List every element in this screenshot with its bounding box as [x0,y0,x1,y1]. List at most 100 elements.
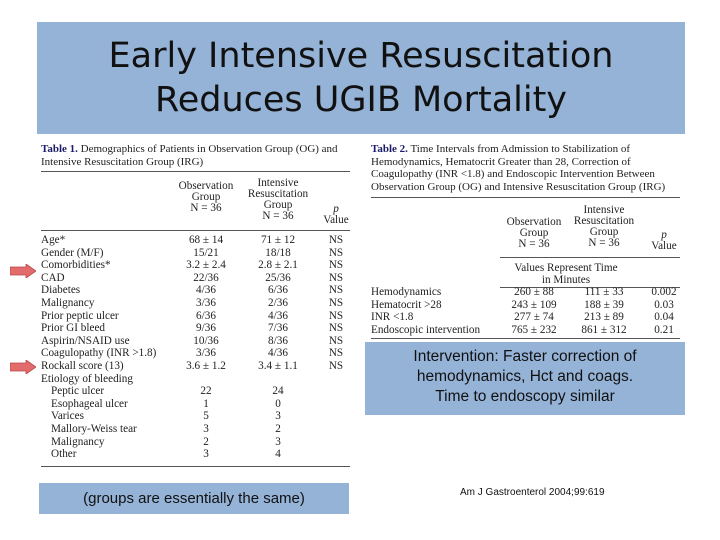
table1-row-og: 4/36 [196,284,216,297]
table1-row-irg: 71 ± 12 [260,234,296,246]
table1-rule-bottom [41,466,350,467]
table1-row-irg: 4 [275,448,281,461]
intervention-line-3: Time to endoscopy similar [435,388,615,405]
table1-caption-text: Demographics of Patients in Observation … [41,143,338,168]
table1-rule-header [41,230,350,231]
table1-row-label: Peptic ulcer [51,385,105,398]
table2-row-label: INR <1.8 [371,311,414,324]
table2-row-og: 260 ± 88 [514,286,554,298]
table1-row-p: NS [328,259,344,272]
table1-irg-h3: Group [263,199,293,211]
table2-p-h2: Value [651,240,677,252]
table1-irg-h2: Resuscitation [247,188,309,200]
table1-row-p: NS [328,271,344,284]
table1-row-og: 3.2 ± 2.4 [186,259,226,272]
table2-rule-header [500,257,680,258]
table1-row-irg: 18/18 [265,246,291,259]
table2-row-p: 0.21 [654,323,674,336]
table1-row-label: Esophageal ulcer [51,397,128,410]
table1-og-h2: Group [191,191,221,203]
table2-row-p: 0.03 [654,298,674,311]
table1-row-irg: 3 [275,410,281,423]
table2-row-og: 765 ± 232 [511,323,557,336]
slide-title-line-1: Early Intensive Resuscitation [108,36,614,76]
table1-row-label: Age* [41,234,66,246]
table2-irg-h1: Intensive [583,204,625,216]
table2-og-h3: N = 36 [518,238,550,250]
table1-row-label: Aspirin/NSAID use [41,334,130,347]
intervention-note: Intervention: Faster correction of hemod… [365,342,685,415]
table1-row-label: Prior peptic ulcer [41,309,119,322]
table1-row-og: 9/36 [196,322,216,335]
table1-row-p: NS [328,360,344,372]
groups-note: (groups are essentially the same) [39,483,349,514]
table2-rule-top [371,197,680,198]
table1-row-og: 3/36 [196,297,216,309]
table2-col-p-header: p Value [646,229,682,252]
table1-row-og: 3.6 ± 1.2 [186,360,226,372]
table1-row-irg: 3 [275,435,281,448]
table2-caption-label: Table 2. [371,143,408,155]
table2-irg-h2: Resuscitation [573,215,635,227]
table2-og-h2: Group [519,227,549,239]
citation: Am J Gastroenterol 2004;99:619 [460,487,605,498]
table2-rule-subheader [500,287,680,288]
slide-title-line-2: Reduces UGIB Mortality [154,80,568,120]
table2-row-label: Hematocrit >28 [371,298,442,311]
table1-row-og: 1 [203,397,209,410]
table1-col-irg-header: Intensive Resuscitation Group N = 36 [240,177,316,222]
table1-row-og: 6/36 [196,309,216,322]
table1-row-og: 3/36 [196,347,216,360]
table2-og-h1: Observation [506,216,562,228]
table1-row-irg: 25/36 [265,271,291,284]
intervention-line-2: hemodynamics, Hct and coags. [416,368,634,385]
title-box: Early Intensive Resuscitation Reduces UG… [37,22,685,134]
table2-irg-h3: Group [589,226,619,238]
table1-row-irg: 3.4 ± 1.1 [258,360,298,372]
table2-row-og: 277 ± 74 [514,311,554,324]
arrow-rockall-icon [10,360,36,374]
table1-row-og: 2 [203,435,209,448]
table2-row-irg: 111 ± 33 [584,286,624,298]
table1-row-irg: 8/36 [268,334,288,347]
table1-row-label: CAD [41,271,65,284]
table1-row-label: Rockall score (13) [41,360,124,372]
intervention-line-1: Intervention: Faster correction of [413,348,637,365]
table1-row-p: NS [328,246,344,259]
table1-row-og: 3 [203,423,209,435]
table1-row-og: 3 [203,448,209,461]
table1-row-label: Other [51,448,77,461]
table1-row-irg: 2.8 ± 2.1 [258,259,298,272]
table2-col-irg-header: Intensive Resuscitation Group N = 36 [566,204,642,249]
table1-row-irg: 6/36 [268,284,288,297]
table1-row-irg: 2 [275,423,281,435]
table2-caption: Table 2. Time Intervals from Admission t… [371,143,683,193]
table1-row-irg: 24 [272,385,284,398]
table1-row-label: Varices [51,410,84,423]
table2-caption-text: Time Intervals from Admission to Stabili… [371,143,666,193]
table2-rule-bottom [371,338,680,339]
table2-col-og-header: Observation Group N = 36 [496,216,572,250]
table1-row-label: Etiology of bleeding [41,372,133,385]
table1-row-irg: 0 [275,397,281,410]
table1-col-og-header: Observation Group N = 36 [168,180,244,214]
table1-row-p: NS [328,297,344,309]
table2-row-label: Endoscopic intervention [371,323,481,336]
table1-irg-h4: N = 36 [262,210,294,222]
table2-row-p: 0.04 [654,311,674,324]
table2-row-label: Hemodynamics [371,286,442,298]
table1-row-label: Coagulopathy (INR >1.8) [41,347,157,360]
table1-row-label: Malignancy [41,297,95,309]
table1-irg-h1: Intensive [257,177,299,189]
arrow-comorbidities-icon [10,264,36,278]
table1-row-p: NS [328,309,344,322]
table1-row-irg: 7/36 [268,322,288,335]
table1-row-p: NS [328,234,344,246]
table2-row-p: 0.002 [651,286,677,298]
table1-caption-label: Table 1. [41,143,78,155]
table2-p-h1: p [661,229,667,241]
table1-row-label: Malignancy [51,435,105,448]
table1-rule-top [41,171,350,172]
table1-row-p: NS [328,334,344,347]
table2-irg-h4: N = 36 [588,237,620,249]
